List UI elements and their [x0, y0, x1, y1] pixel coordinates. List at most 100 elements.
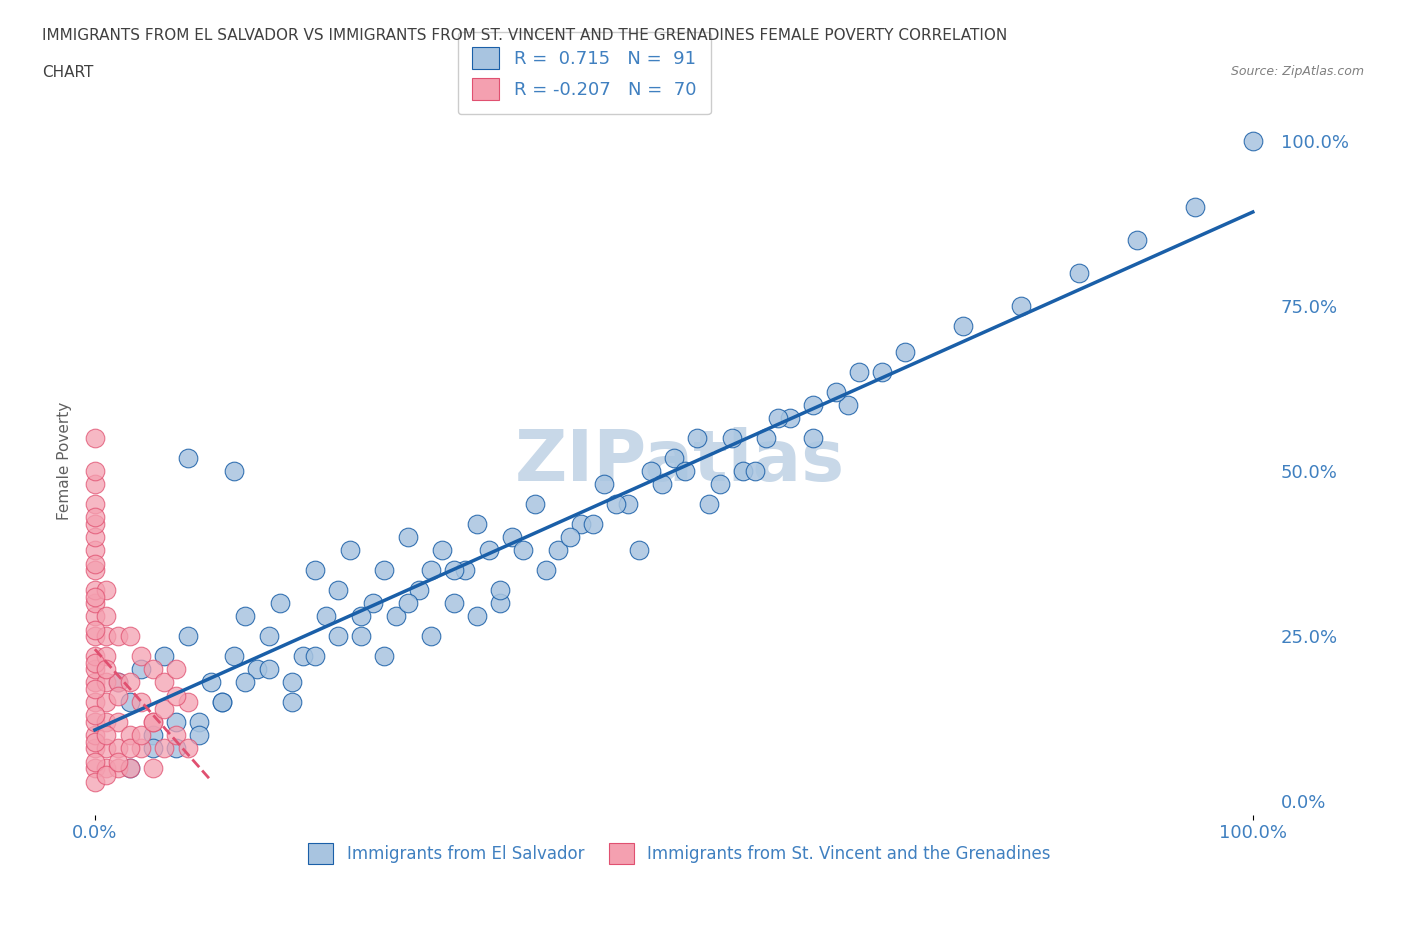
Point	[118, 761, 141, 776]
Point	[188, 728, 211, 743]
Point	[153, 648, 176, 663]
Point	[118, 629, 141, 644]
Point	[257, 629, 280, 644]
Point	[129, 728, 152, 743]
Point	[280, 675, 302, 690]
Point	[165, 688, 187, 703]
Point	[489, 596, 512, 611]
Point	[107, 754, 129, 769]
Point	[361, 596, 384, 611]
Point	[165, 741, 187, 756]
Point	[153, 741, 176, 756]
Point	[153, 675, 176, 690]
Point	[315, 609, 337, 624]
Point	[83, 774, 105, 789]
Point	[83, 728, 105, 743]
Point	[222, 464, 245, 479]
Point	[96, 761, 118, 776]
Point	[129, 695, 152, 710]
Point	[83, 622, 105, 637]
Point	[142, 728, 165, 743]
Point	[83, 695, 105, 710]
Point	[419, 563, 441, 578]
Point	[720, 431, 742, 445]
Point	[662, 450, 685, 465]
Point	[640, 464, 662, 479]
Point	[547, 543, 569, 558]
Point	[83, 741, 105, 756]
Point	[1241, 134, 1264, 149]
Point	[83, 754, 105, 769]
Point	[96, 695, 118, 710]
Point	[96, 714, 118, 729]
Point	[211, 695, 233, 710]
Text: ZIPatlas: ZIPatlas	[515, 427, 845, 496]
Point	[304, 563, 326, 578]
Point	[83, 543, 105, 558]
Point	[616, 497, 638, 512]
Text: CHART: CHART	[42, 65, 94, 80]
Point	[339, 543, 361, 558]
Point	[83, 563, 105, 578]
Point	[235, 675, 257, 690]
Point	[894, 345, 917, 360]
Point	[582, 516, 605, 531]
Point	[569, 516, 592, 531]
Legend: Immigrants from El Salvador, Immigrants from St. Vincent and the Grenadines: Immigrants from El Salvador, Immigrants …	[295, 830, 1064, 877]
Point	[118, 675, 141, 690]
Point	[129, 648, 152, 663]
Text: Source: ZipAtlas.com: Source: ZipAtlas.com	[1230, 65, 1364, 78]
Point	[83, 556, 105, 571]
Point	[83, 530, 105, 545]
Point	[837, 398, 859, 413]
Point	[952, 318, 974, 333]
Point	[801, 431, 824, 445]
Y-axis label: Female Poverty: Female Poverty	[58, 402, 72, 521]
Point	[593, 477, 616, 492]
Point	[477, 543, 499, 558]
Point	[326, 629, 349, 644]
Point	[83, 497, 105, 512]
Point	[766, 411, 789, 426]
Point	[107, 741, 129, 756]
Point	[176, 629, 198, 644]
Point	[96, 648, 118, 663]
Point	[176, 695, 198, 710]
Point	[107, 675, 129, 690]
Point	[605, 497, 627, 512]
Point	[246, 662, 269, 677]
Point	[1010, 299, 1032, 313]
Point	[83, 629, 105, 644]
Point	[697, 497, 720, 512]
Point	[83, 477, 105, 492]
Point	[628, 543, 651, 558]
Point	[142, 662, 165, 677]
Point	[142, 714, 165, 729]
Point	[83, 761, 105, 776]
Point	[176, 741, 198, 756]
Point	[744, 464, 766, 479]
Point	[779, 411, 801, 426]
Point	[83, 609, 105, 624]
Point	[211, 695, 233, 710]
Point	[118, 728, 141, 743]
Point	[176, 450, 198, 465]
Point	[454, 563, 477, 578]
Point	[825, 384, 848, 399]
Point	[292, 648, 315, 663]
Point	[523, 497, 546, 512]
Point	[686, 431, 709, 445]
Point	[83, 648, 105, 663]
Text: IMMIGRANTS FROM EL SALVADOR VS IMMIGRANTS FROM ST. VINCENT AND THE GRENADINES FE: IMMIGRANTS FROM EL SALVADOR VS IMMIGRANT…	[42, 28, 1008, 43]
Point	[235, 609, 257, 624]
Point	[83, 590, 105, 604]
Point	[709, 477, 731, 492]
Point	[304, 648, 326, 663]
Point	[443, 563, 465, 578]
Point	[501, 530, 523, 545]
Point	[326, 582, 349, 597]
Point	[118, 695, 141, 710]
Point	[96, 662, 118, 677]
Point	[142, 714, 165, 729]
Point	[432, 543, 454, 558]
